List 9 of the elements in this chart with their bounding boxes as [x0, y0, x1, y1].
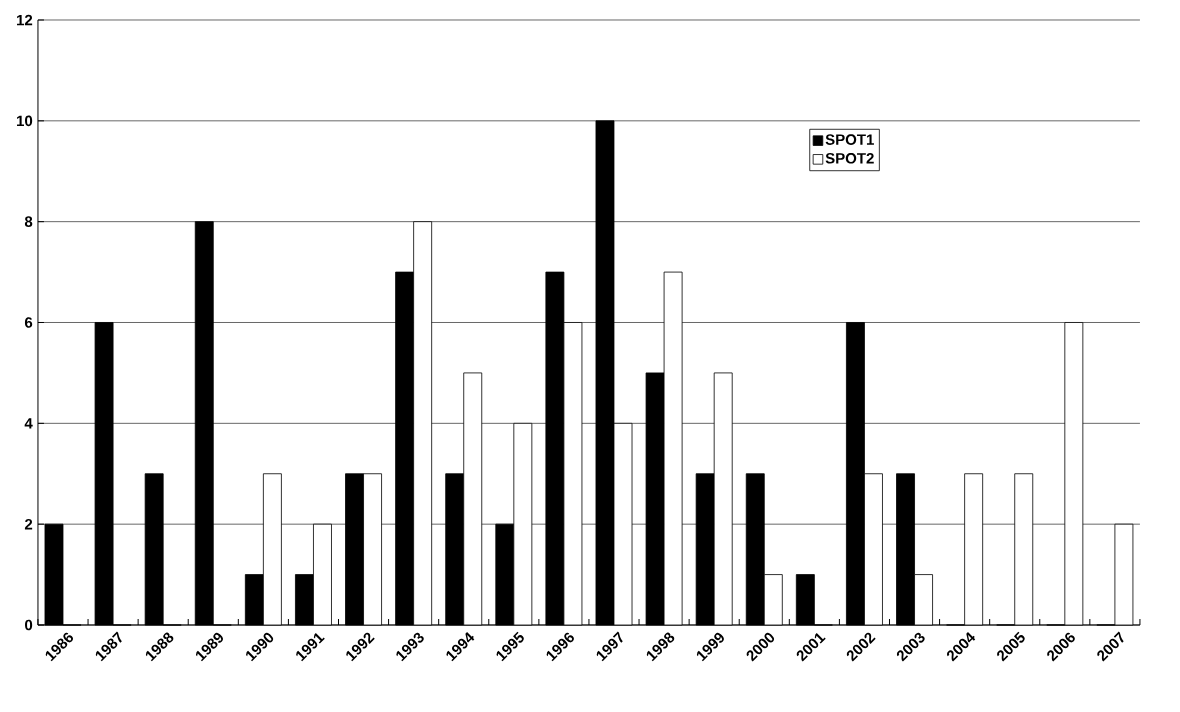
y-tick-label: 10: [17, 115, 33, 127]
y-tick-label: 0: [25, 619, 33, 631]
y-tick-label: 4: [24, 418, 33, 429]
y-tick-label: 12: [17, 14, 33, 26]
legend-label: SPOT1: [825, 134, 874, 145]
y-tick-label: 6: [24, 317, 33, 328]
y-tick-label: 2: [24, 518, 33, 530]
y-tick-label: 8: [24, 216, 33, 227]
legend-label: SPOT2: [825, 152, 874, 164]
